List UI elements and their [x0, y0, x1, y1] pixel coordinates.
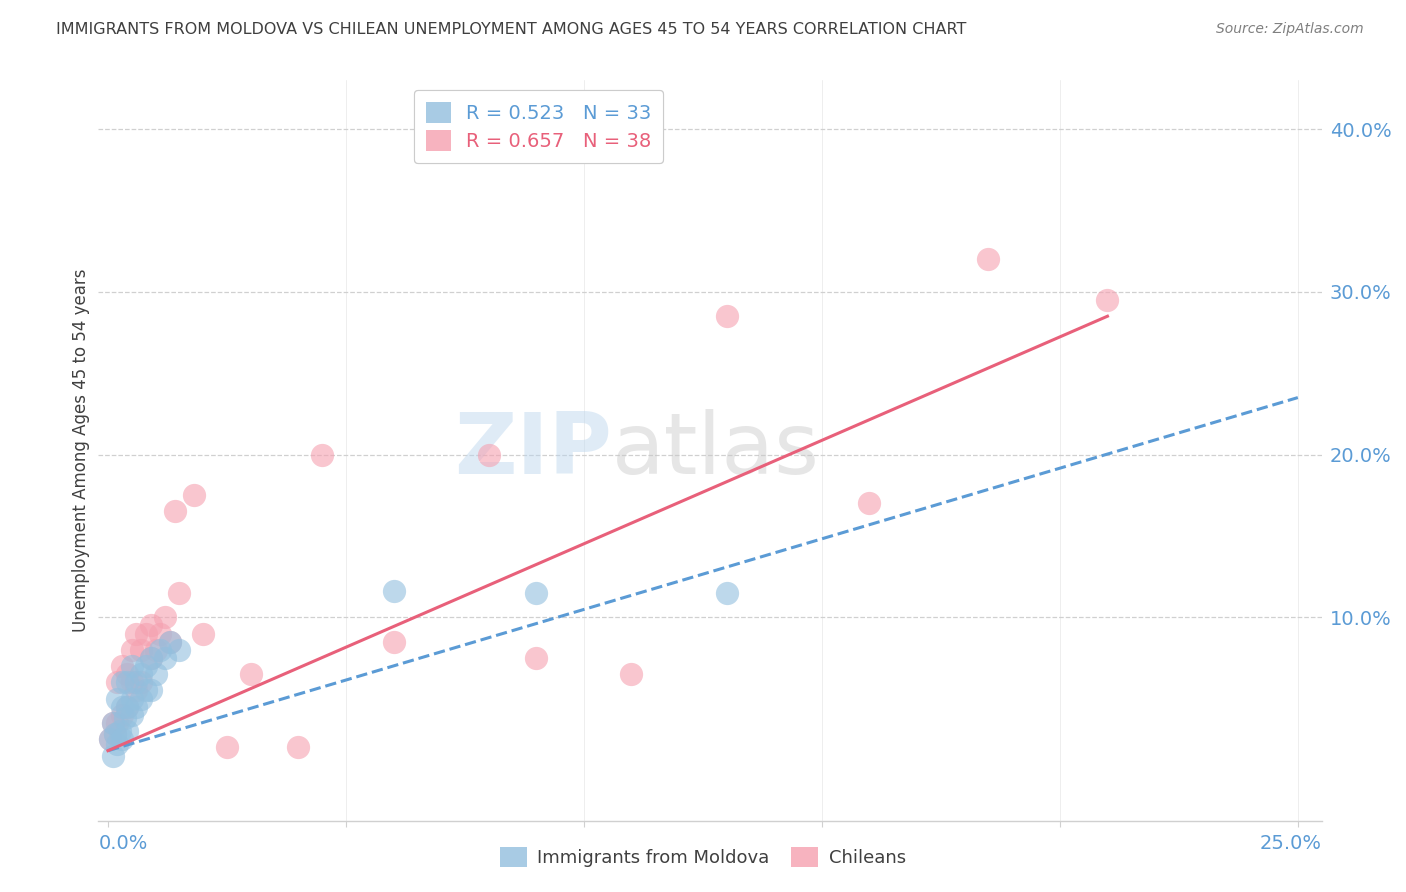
Point [108, 724, 131, 739]
Point [287, 740, 309, 755]
Point [98, 732, 121, 747]
Point [98, 732, 121, 747]
Point [191, 626, 214, 640]
Point [129, 675, 152, 690]
Point [620, 667, 643, 681]
Point [125, 626, 148, 640]
Point [139, 683, 162, 698]
Y-axis label: Unemployment Among Ages 45 to 54 years: Unemployment Among Ages 45 to 54 years [72, 268, 90, 632]
Point [159, 634, 181, 648]
Point [524, 651, 547, 665]
Point [111, 707, 134, 722]
Point [121, 691, 143, 706]
Point [159, 634, 181, 648]
Point [115, 699, 138, 714]
Point [121, 659, 143, 673]
Point [129, 642, 152, 657]
Point [125, 683, 148, 698]
Point [1097, 293, 1119, 307]
Point [107, 675, 129, 690]
Point [125, 699, 148, 714]
Point [239, 667, 262, 681]
Legend: Immigrants from Moldova, Chileans: Immigrants from Moldova, Chileans [492, 839, 914, 874]
Text: IMMIGRANTS FROM MOLDOVA VS CHILEAN UNEMPLOYMENT AMONG AGES 45 TO 54 YEARS CORREL: IMMIGRANTS FROM MOLDOVA VS CHILEAN UNEMP… [56, 22, 966, 37]
Point [121, 707, 143, 722]
Point [382, 584, 405, 599]
Point [139, 651, 162, 665]
Point [139, 651, 162, 665]
Text: 25.0%: 25.0% [1260, 834, 1322, 853]
Point [115, 667, 138, 681]
Point [135, 659, 157, 673]
Point [311, 448, 333, 462]
Point [382, 634, 405, 648]
Point [716, 310, 738, 324]
Point [115, 724, 138, 739]
Point [121, 675, 143, 690]
Point [149, 626, 172, 640]
Point [125, 675, 148, 690]
Point [121, 642, 143, 657]
Point [129, 667, 152, 681]
Point [107, 716, 129, 731]
Point [858, 496, 880, 510]
Point [101, 748, 124, 763]
Point [135, 683, 157, 698]
Point [153, 651, 176, 665]
Point [153, 610, 176, 624]
Point [104, 727, 127, 741]
Point [115, 699, 138, 714]
Point [977, 252, 1000, 267]
Point [215, 740, 238, 755]
Point [163, 504, 186, 518]
Point [524, 586, 547, 600]
Point [107, 737, 129, 751]
Point [716, 586, 738, 600]
Point [478, 448, 501, 462]
Text: atlas: atlas [612, 409, 820, 492]
Point [183, 488, 205, 502]
Legend: R = 0.523   N = 33, R = 0.657   N = 38: R = 0.523 N = 33, R = 0.657 N = 38 [413, 90, 664, 162]
Point [145, 642, 167, 657]
Point [139, 618, 162, 632]
Point [169, 642, 191, 657]
Point [169, 586, 191, 600]
Point [114, 711, 136, 725]
Point [135, 626, 157, 640]
Point [101, 716, 124, 731]
Point [111, 675, 134, 690]
Point [149, 642, 172, 657]
Point [101, 716, 124, 731]
Point [115, 675, 138, 690]
Text: ZIP: ZIP [454, 409, 612, 492]
Point [145, 667, 167, 681]
Text: 0.0%: 0.0% [98, 834, 148, 853]
Point [104, 727, 127, 741]
Point [107, 691, 129, 706]
Point [129, 691, 152, 706]
Point [111, 699, 134, 714]
Point [111, 732, 134, 747]
Point [111, 659, 134, 673]
Text: Source: ZipAtlas.com: Source: ZipAtlas.com [1216, 22, 1364, 37]
